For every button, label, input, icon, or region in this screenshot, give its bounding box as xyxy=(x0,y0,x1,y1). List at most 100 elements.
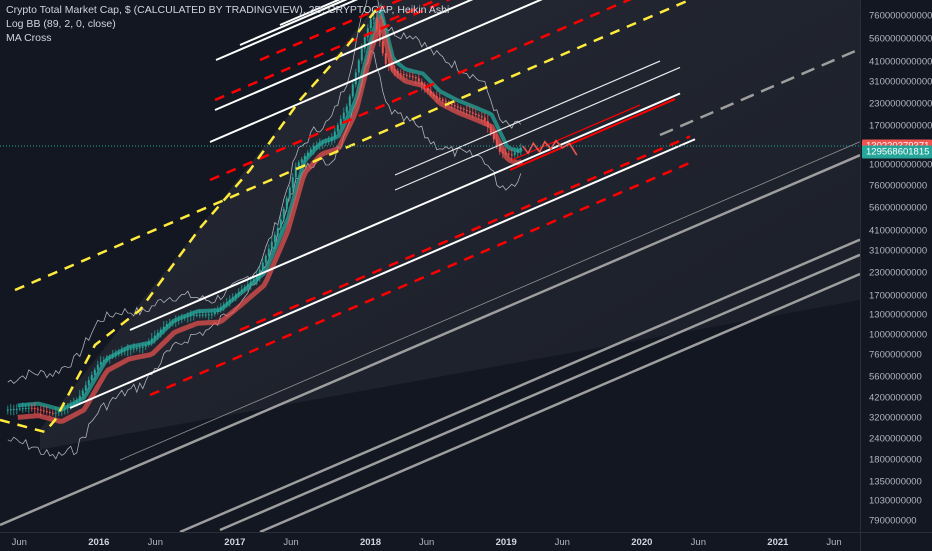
projection-line-thin xyxy=(119,141,861,461)
candle-body xyxy=(138,347,141,349)
projection-line xyxy=(259,272,861,534)
candle-body xyxy=(204,314,207,316)
candle-body xyxy=(264,255,267,263)
candle-body xyxy=(318,144,321,146)
candle-body xyxy=(234,294,237,298)
candle-body xyxy=(372,17,375,20)
y-tick-label: 100000000000 xyxy=(869,159,932,171)
candle-body xyxy=(507,153,510,155)
candle-body xyxy=(330,137,333,142)
y-tick-label: 170000000000 xyxy=(869,120,932,132)
candle-body xyxy=(390,66,393,69)
time-axis[interactable]: Jun 2016 Jun 2017 Jun 2018 Jun 2019 Jun 2020 Jun 20… xyxy=(0,532,860,551)
indicator-log-bb[interactable]: Log BB (89, 2, 0, close) xyxy=(6,18,116,30)
candle-body xyxy=(486,120,489,128)
candle-body xyxy=(222,304,225,308)
candle-body xyxy=(279,219,282,228)
y-tick-label: 76000000000 xyxy=(869,180,928,192)
candle-body xyxy=(396,71,399,74)
candle-body xyxy=(399,73,402,75)
candle-body xyxy=(405,74,408,76)
channel-line-white xyxy=(209,0,543,143)
candle-body xyxy=(102,360,105,362)
candle-body xyxy=(84,385,87,391)
candle-body xyxy=(153,335,156,339)
candle-body xyxy=(276,227,279,235)
candle-body xyxy=(417,78,420,82)
candle-body xyxy=(225,302,228,305)
candle-body xyxy=(510,154,513,156)
candle-body xyxy=(72,403,75,405)
channel-line-white xyxy=(129,92,681,331)
candle-body xyxy=(297,162,300,167)
ma-ribbon xyxy=(17,2,524,424)
candle-body xyxy=(324,142,327,144)
candle-body xyxy=(327,141,330,143)
candle-body xyxy=(12,409,15,411)
forecast-path xyxy=(522,139,578,156)
candle-body xyxy=(498,145,501,152)
x-tick-label: Jun xyxy=(11,537,27,548)
projection-line xyxy=(0,154,861,527)
channel-line-white xyxy=(215,0,359,61)
candle-body xyxy=(213,312,216,315)
candle-body xyxy=(69,404,72,407)
candle-body xyxy=(333,131,336,138)
candle-body xyxy=(369,19,372,29)
candle-body xyxy=(219,307,222,310)
candle-body xyxy=(231,297,234,300)
channel-line-red-dashed xyxy=(214,0,451,102)
candle-body xyxy=(57,410,60,413)
x-tick-label: Jun xyxy=(826,537,842,548)
channel-line-white xyxy=(239,0,348,46)
candle-body xyxy=(438,97,441,100)
candle-body xyxy=(168,322,171,325)
candle-body xyxy=(9,409,12,411)
channel-line-red-dashed xyxy=(149,161,691,397)
candle-body xyxy=(426,87,429,91)
candle-body xyxy=(366,28,369,38)
candle-body xyxy=(465,109,468,112)
candle-body xyxy=(384,53,387,64)
candle-body xyxy=(351,84,354,97)
channel-line-white xyxy=(69,138,696,409)
candle-body xyxy=(228,299,231,303)
candle-body xyxy=(210,314,213,316)
forecast-line xyxy=(522,139,578,156)
candle-body xyxy=(471,112,474,114)
candle-body xyxy=(162,326,165,330)
candle-body xyxy=(117,352,120,354)
candle-body xyxy=(39,409,42,411)
indicator-ma-cross[interactable]: MA Cross xyxy=(6,32,52,44)
bb-upper-band xyxy=(7,0,522,384)
x-tick-label: 2020 xyxy=(631,537,653,548)
channel-lines xyxy=(0,0,861,534)
y-tick-label: 790000000 xyxy=(869,515,917,527)
candle-body xyxy=(378,29,381,42)
candle-body xyxy=(75,400,78,404)
y-tick-label: 1030000000 xyxy=(869,495,922,507)
x-tick-label: 2021 xyxy=(767,537,789,548)
candle-body xyxy=(240,289,243,293)
candle-body xyxy=(78,395,81,401)
candle-body xyxy=(63,407,66,410)
candle-body xyxy=(147,341,150,345)
x-tick-label: Jun xyxy=(554,537,570,548)
candle-body xyxy=(144,344,147,347)
ma-slow-line xyxy=(17,13,524,424)
y-tick-label: 7600000000 xyxy=(869,349,922,361)
candle-body xyxy=(255,276,258,280)
candle-body xyxy=(21,408,24,410)
projection-line xyxy=(179,238,861,534)
price-axis[interactable]: 760000000000 560000000000 410000000000 3100… xyxy=(860,0,932,532)
candle-body xyxy=(36,408,39,410)
candle-body xyxy=(42,410,45,412)
candle-body xyxy=(129,349,132,351)
candle-body xyxy=(336,125,339,132)
candle-body xyxy=(243,286,246,290)
y-tick-label: 3200000000 xyxy=(869,412,922,424)
x-tick-label: Jun xyxy=(147,537,164,548)
channel-line-red xyxy=(509,98,676,171)
candle-body xyxy=(252,279,255,282)
